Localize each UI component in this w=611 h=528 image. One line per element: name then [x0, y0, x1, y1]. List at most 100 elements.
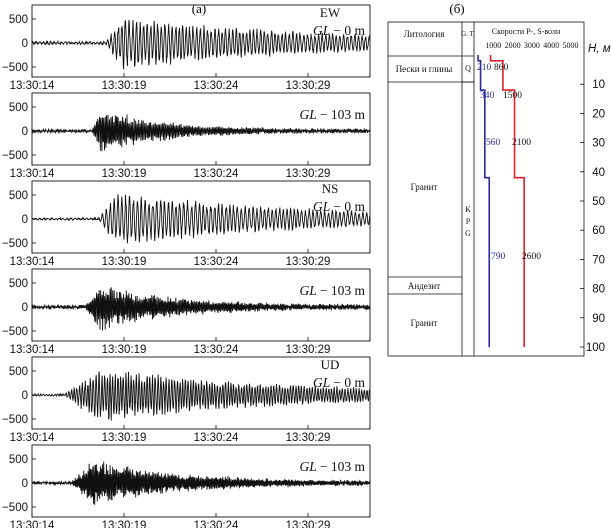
- depth-axis: 10 20 30 40 50 60 70 80 90 100: [580, 79, 605, 354]
- y-tick-label: −500: [2, 150, 28, 162]
- y-tick-label: 0: [22, 478, 28, 490]
- y-tick-label: −500: [2, 238, 28, 250]
- y-tick-label: −500: [2, 326, 28, 338]
- velocity-tick-label: 2000: [505, 41, 521, 50]
- panel-frame: [31, 444, 371, 518]
- seismogram-panel: 500 0 −500 13:30:14 13:30:19 13:30:24 13:30:29…: [2, 180, 371, 268]
- waveform-trace: [31, 114, 371, 152]
- layer-label: Андезит: [408, 281, 440, 291]
- time-tick-label: 13:30:19: [102, 520, 147, 528]
- panel-label-b: (б): [449, 1, 464, 16]
- seismogram-panel: 500 0 −500 13:30:14 13:30:19 13:30:24 13:30:29…: [2, 92, 371, 180]
- gt-header: G. T.: [461, 30, 475, 38]
- time-tick-label: 13:30:14: [10, 168, 55, 180]
- p-wave-velocity-label: 2600: [522, 252, 541, 262]
- time-tick-label: 13:30:29: [286, 520, 331, 528]
- p-wave-velocity-line: [489, 55, 525, 347]
- velocity-ticks: 1000 2000 3000 4000 5000: [485, 41, 578, 50]
- time-tick-label: 13:30:19: [102, 256, 147, 268]
- lithology-header: Литология: [404, 29, 445, 39]
- layer-label: Пески и глины: [396, 64, 453, 74]
- time-tick-label: 13:30:14: [10, 432, 55, 444]
- y-tick-label: 0: [22, 38, 28, 50]
- waveform-trace: [31, 461, 371, 505]
- panel-frame: [31, 180, 371, 254]
- s-wave-velocity-label: 560: [486, 138, 501, 148]
- time-tick-label: 13:30:19: [102, 80, 147, 92]
- y-tick-label: 500: [9, 278, 28, 290]
- gt-label: Q: [465, 64, 471, 73]
- p-wave-velocity-label: 2100: [512, 138, 531, 148]
- y-tick-label: 0: [22, 126, 28, 138]
- y-tick-label: 0: [22, 390, 28, 402]
- panel-label-a: (a): [192, 1, 206, 16]
- p-wave-velocity-label: 1500: [503, 91, 522, 101]
- waveform-trace: [31, 287, 371, 331]
- depth-level-label: GL − 103 m: [299, 107, 365, 122]
- waveform-trace: [31, 19, 371, 70]
- depth-level-label: GL − 103 m: [299, 459, 365, 474]
- depth-level-label: GL − 103 m: [299, 283, 365, 298]
- time-tick-label: 13:30:24: [194, 256, 239, 268]
- panel-frame: [31, 268, 371, 342]
- time-tick-label: 13:30:19: [102, 344, 147, 356]
- time-tick-label: 13:30:14: [10, 520, 55, 528]
- seismogram-panel: 500 0 −500 13:30:14 13:30:19 13:30:24 13:30:29…: [2, 268, 371, 356]
- time-tick-label: 13:30:29: [286, 168, 331, 180]
- depth-tick-label: 80: [592, 284, 605, 296]
- seismogram-panel: 500 0 −500 13:30:14 13:30:19 13:30:24 13:30:29…: [2, 444, 371, 528]
- depth-level-label: GL − 0 m: [313, 199, 366, 214]
- velocity-tick-label: 1000: [485, 41, 501, 50]
- y-tick-label: 500: [9, 190, 28, 202]
- seismogram-panel: 500 0 −500 13:30:14 13:30:19 13:30:24 13:30:29…: [2, 4, 371, 92]
- seismogram-panels: 500 0 −500 13:30:14 13:30:19 13:30:24 13:30:29…: [2, 4, 371, 528]
- velocity-tick-label: 3000: [524, 41, 540, 50]
- y-tick-label: 500: [9, 366, 28, 378]
- s-wave-velocity-label: 210: [477, 63, 492, 73]
- panel-frame: [31, 92, 371, 166]
- y-tick-label: 500: [9, 454, 28, 466]
- velocity-curves: 210 340 560 790 860 1500 2100 2600: [477, 55, 541, 347]
- depth-tick-label: 60: [592, 225, 605, 237]
- time-tick-label: 13:30:24: [194, 520, 239, 528]
- velocity-tick-label: 5000: [563, 41, 579, 50]
- y-tick-label: 500: [9, 102, 28, 114]
- s-wave-velocity-label: 340: [480, 91, 495, 101]
- time-tick-label: 13:30:24: [194, 80, 239, 92]
- depth-tick-label: 90: [592, 313, 605, 325]
- panel-frame: [31, 356, 371, 430]
- velocity-tick-label: 4000: [543, 41, 559, 50]
- s-wave-velocity-label: 790: [491, 252, 506, 262]
- component-label: UD: [321, 357, 340, 372]
- depth-tick-label: 30: [592, 138, 605, 150]
- time-tick-label: 13:30:14: [10, 80, 55, 92]
- waveform-trace: [31, 371, 371, 421]
- depth-axis-label: H, м: [588, 43, 611, 55]
- component-label: NS: [322, 181, 339, 196]
- velocity-profile: Литология G. T. Скорости P-, S-волн 1000…: [387, 21, 611, 357]
- y-tick-label: 0: [22, 214, 28, 226]
- depth-tick-label: 50: [592, 196, 605, 208]
- component-label: EW: [320, 5, 341, 20]
- depth-level-label: GL − 0 m: [313, 23, 366, 38]
- time-tick-label: 13:30:24: [194, 168, 239, 180]
- waveform-trace: [31, 194, 371, 244]
- layer-label: Гранит: [411, 318, 438, 328]
- y-tick-label: −500: [2, 414, 28, 426]
- y-tick-label: 500: [9, 14, 28, 26]
- time-tick-label: 13:30:14: [10, 256, 55, 268]
- time-tick-label: 13:30:24: [194, 344, 239, 356]
- depth-tick-label: 10: [592, 79, 605, 91]
- depth-level-label: GL − 0 m: [313, 375, 366, 390]
- time-tick-label: 13:30:14: [10, 344, 55, 356]
- s-wave-velocity-line: [477, 55, 491, 347]
- y-tick-label: −500: [2, 62, 28, 74]
- time-tick-label: 13:30:19: [102, 168, 147, 180]
- y-tick-label: −500: [2, 502, 28, 514]
- time-tick-label: 13:30:29: [286, 256, 331, 268]
- time-tick-label: 13:30:29: [286, 432, 331, 444]
- seismogram-panel: 500 0 −500 13:30:14 13:30:19 13:30:24 13:30:29…: [2, 356, 371, 444]
- layer-label: Гранит: [411, 182, 438, 192]
